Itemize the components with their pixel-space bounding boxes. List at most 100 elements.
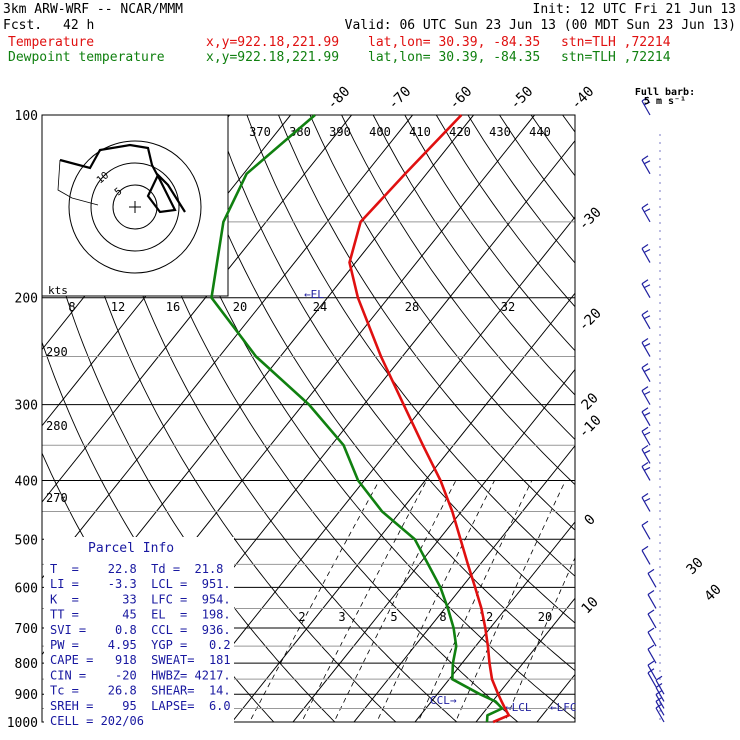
parcel-info-title: Parcel Info [88, 541, 174, 556]
mixing-ratio-lines [249, 480, 575, 722]
parcel-info-row: SREH = 95 LAPSE= 6.0 [50, 699, 231, 713]
forecast-hour: 42 h [63, 18, 95, 33]
dewpoint-latlon: lat,lon= 30.39, -84.35 [368, 50, 541, 65]
temperature-legend: Temperature [8, 35, 95, 50]
wind-barb-flag [643, 208, 651, 213]
full-barb-label: Full barb: [635, 87, 695, 98]
isotherm-line [42, 115, 414, 580]
wind-barb-flag [641, 279, 649, 285]
theta-label: 380 [289, 125, 311, 139]
pressure-tick-label: 500 [15, 533, 38, 548]
dry-adiabat-line [372, 115, 575, 396]
wind-barb-flag [647, 660, 655, 666]
wind-barb-staff [641, 342, 651, 357]
wind-barb-staff [647, 631, 657, 647]
mixing-ratio-line [249, 480, 380, 722]
hodograph-speed-tick: 20 [233, 300, 247, 314]
isotherm-line [353, 444, 575, 722]
el-marker: ←EL [304, 288, 324, 301]
pressure-tick-label: 300 [15, 399, 38, 414]
temperature-station: stn=TLH ,72214 [561, 35, 671, 50]
pressure-tick-label: 800 [15, 657, 38, 672]
wind-barb-flag [641, 96, 649, 102]
lfc-marker: ←LFC [550, 701, 577, 714]
dry-adiabat-label: 270 [46, 491, 68, 505]
pressure-tick-label: 600 [15, 581, 38, 596]
wind-barb-flag [641, 461, 649, 467]
mixing-ratio-label: 20 [538, 610, 552, 624]
lcl-marker: ←LCL [505, 701, 532, 714]
mixing-ratio-line [301, 480, 427, 722]
mixing-ratio-line [376, 480, 495, 722]
dry-adiabat-line [499, 115, 575, 221]
valid-time: Valid: 06 UTC Sun 23 Jun 13 (00 MDT Sun … [344, 18, 736, 33]
wind-barbs: Full barb:5 m s⁻¹ [635, 87, 695, 723]
hodograph-speed-tick: 24 [313, 300, 327, 314]
parcel-info-row: CAPE = 918 SWEAT= 181 [50, 653, 231, 667]
dry-adiabat-line [151, 115, 575, 720]
wind-barb-flag [655, 675, 663, 681]
isotherm-line [170, 216, 575, 722]
wind-barb-staff [647, 664, 657, 680]
hodograph-speed-tick: 16 [166, 300, 180, 314]
wind-barb-flag [643, 160, 651, 165]
theta-label: 410 [409, 125, 431, 139]
wind-barb-flag [643, 101, 651, 106]
wind-barb-flag [641, 155, 649, 161]
parcel-info-background [44, 537, 234, 727]
wind-barb-flag [641, 244, 649, 250]
wind-barb-staff [641, 497, 651, 512]
wind-barb-staff [641, 207, 651, 223]
wind-barb-staff [641, 367, 651, 382]
dewpoint-trace [210, 114, 504, 723]
isotherm-label: 30 [684, 555, 707, 578]
wind-barb-flag [643, 368, 651, 373]
wind-barb-flag [647, 644, 655, 650]
dry-adiabat-line [594, 115, 740, 735]
wind-barb-staff [641, 449, 651, 464]
isotherm-label: 0 [582, 511, 599, 528]
ccl-marker: CCL→ [430, 694, 457, 707]
wind-barb-staff [641, 100, 651, 116]
parcel-info-row: LI = -3.3 LCL = 951. [50, 577, 231, 591]
wind-barb-staff [647, 672, 657, 688]
wind-barb-staff [641, 283, 651, 299]
dry-adiabat-line [278, 115, 575, 531]
wind-barb-flag [643, 412, 651, 417]
parcel-info-row: CIN = -20 HWBZ= 4217. [50, 668, 231, 682]
mixing-ratio-label: 5 [390, 610, 397, 624]
wind-barb-flag [643, 284, 651, 289]
full-barb-value: 5 m s⁻¹ [644, 96, 686, 107]
init-time: Init: 12 UTC Fri 21 Jun 13 [532, 2, 737, 17]
hodograph-ring [68, 140, 202, 274]
mixing-ratio-label: 8 [439, 610, 446, 624]
wind-barb-staff [641, 430, 651, 446]
temperature-xy: x,y=922.18,221.99 [206, 35, 340, 50]
wind-barb-flag [647, 627, 655, 633]
dry-adiabat-line [246, 115, 575, 577]
hodograph-speed-tick: 32 [501, 300, 515, 314]
dry-adiabat-line [467, 115, 575, 264]
wind-barb-flag [647, 609, 655, 615]
parcel-info-box: Parcel Info T = 22.8 Td = 21.8LI = -3.3 L… [44, 537, 234, 728]
parcel-info-row: SVI = 0.8 CCL = 936. [50, 623, 231, 637]
dry-adiabat-line [57, 115, 397, 722]
mixing-ratio-line [417, 480, 533, 722]
dry-adiabat-line [530, 115, 575, 177]
wind-barb-staff [655, 707, 665, 723]
mixing-ratio-line [455, 480, 566, 722]
wind-barb-flag [641, 203, 649, 209]
dry-adiabat-label: 280 [46, 419, 68, 433]
wind-barb-flag [641, 363, 649, 369]
hodograph-speed-tick: 12 [111, 300, 125, 314]
isotherm-label: 20 [579, 390, 602, 413]
hodograph-coast [57, 159, 99, 206]
wind-barb-flag [643, 431, 651, 436]
isotherm-label: -70 [385, 84, 414, 113]
isotherm-label: -40 [568, 84, 597, 113]
isotherm-line [475, 597, 575, 722]
temperature-latlon: lat,lon= 30.39, -84.35 [368, 35, 541, 50]
theta-label: 430 [489, 125, 511, 139]
isotherm-label: 40 [702, 582, 725, 605]
